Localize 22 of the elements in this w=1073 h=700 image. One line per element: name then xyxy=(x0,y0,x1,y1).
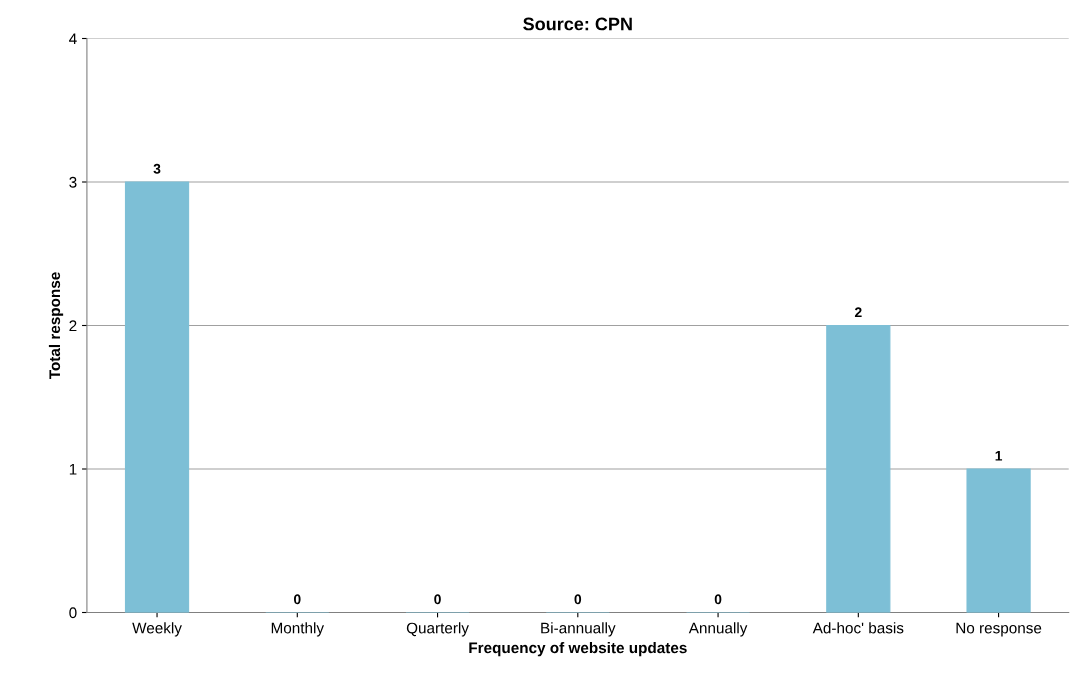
y-axis-title: Total response xyxy=(48,272,64,380)
data-label: 0 xyxy=(434,594,441,605)
data-label: 0 xyxy=(293,594,301,605)
chart-title: Source: CPN xyxy=(523,17,632,31)
data-label: 1 xyxy=(995,451,1003,461)
y-tick-label: 2 xyxy=(69,320,77,332)
y-tick-label: 4 xyxy=(69,33,77,45)
data-label: 2 xyxy=(854,307,862,318)
x-tick-label: Annually xyxy=(688,622,748,637)
x-tick-label: Ad-hoc' basis xyxy=(812,622,904,634)
x-axis-title: Frequency of website updates xyxy=(469,642,687,657)
data-label: 3 xyxy=(153,163,161,174)
data-label: 0 xyxy=(574,594,582,605)
x-tick-label: Weekly xyxy=(132,622,182,637)
x-tick-label: Quarterly xyxy=(406,622,469,637)
x-tick-label: No response xyxy=(956,622,1042,637)
x-tick-label: Monthly xyxy=(271,622,325,637)
y-tick-label: 3 xyxy=(69,176,77,188)
data-label: 0 xyxy=(714,594,722,605)
x-tick-label: Bi-annually xyxy=(541,622,616,637)
y-tick-label: 0 xyxy=(69,607,77,619)
y-tick-label: 1 xyxy=(69,464,77,475)
